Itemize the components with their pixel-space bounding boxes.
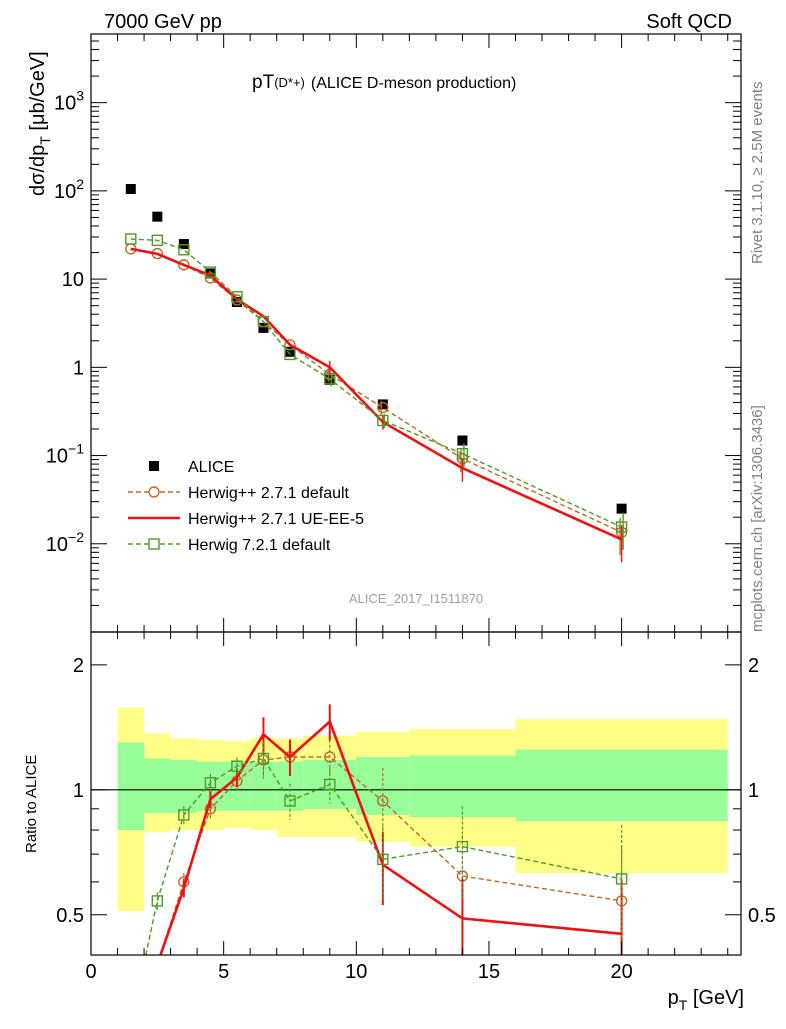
legend-marker-data: [149, 461, 159, 471]
alice-data-point: [377, 399, 388, 410]
series-marker-square: [615, 521, 628, 533]
x-axis-label: pT [GeV]: [668, 987, 744, 1013]
series-marker-square: [377, 414, 389, 427]
ratio-marker-square: [204, 777, 217, 789]
ratio-marker-square: [178, 809, 190, 821]
y-tick-label: 10: [62, 269, 84, 291]
x-tick-label: 5: [218, 961, 229, 983]
ratio-marker-square: [231, 760, 243, 772]
y-tick-label: 103: [54, 88, 84, 115]
ratio-marker-square: [257, 752, 270, 765]
ratio-band-green: [515, 749, 728, 822]
main-plot-layer: [125, 184, 628, 563]
series-marker-square: [125, 233, 137, 245]
legend: ALICE Herwig++ 2.7.1 default Herwig++ 2.7.…: [128, 459, 364, 554]
axes-layer: 0 5 10 15 20 10−2 10−1 1 10 102 103 0.5 0.5 1 1 2 2: [46, 33, 776, 983]
series-marker-square: [204, 266, 217, 278]
header-right-label: Soft QCD: [646, 11, 732, 33]
legend-label: Herwig++ 2.7.1 default: [188, 485, 350, 502]
legend-label: Herwig++ 2.7.1 UE-EE-5: [188, 511, 364, 528]
alice-data-point: [258, 322, 269, 333]
main-ylabel: dσ/dpT [μb/GeV]: [27, 51, 53, 196]
alice-data-point: [152, 211, 163, 222]
ratio-series-group: [145, 704, 628, 969]
ratio-frame: [90, 631, 742, 956]
series-marker-square: [151, 234, 164, 247]
ratio-marker-circle: [152, 959, 162, 969]
alice-data-point: [125, 184, 136, 195]
series-marker-square: [178, 244, 190, 256]
series-marker-circle: [178, 259, 190, 271]
series-marker-square: [231, 291, 243, 303]
y-tick-label: 10−2: [46, 529, 84, 556]
series-marker-square: [284, 348, 296, 361]
ratio-marker-square: [456, 840, 469, 853]
y-tick-label: 10−1: [46, 441, 84, 468]
ratio-y-tick-label-left: 1: [73, 780, 84, 802]
ratio-y-tick-label-right: 1: [748, 780, 759, 802]
x-tick-label: 0: [85, 961, 96, 983]
y-tick-label: 102: [54, 176, 84, 203]
ratio-plot-layer: [91, 704, 741, 969]
ratio-marker-square: [284, 795, 296, 807]
title-main: pT: [252, 72, 275, 93]
x-tick-label: 20: [610, 961, 632, 983]
legend-label: ALICE: [188, 459, 234, 476]
main-ylabel-text: dσ/dpT [μb/GeV]: [27, 51, 53, 196]
alice-data-point: [457, 435, 468, 446]
legend-marker-circle: [148, 486, 160, 498]
series-line-3: [130, 238, 622, 528]
header-left-label: 7000 GeV pp: [104, 11, 222, 33]
mcplots-source-label: mcplots.cern.ch [arXiv:1306.3436]: [749, 405, 766, 632]
legend-label: Herwig 7.2.1 default: [188, 537, 331, 554]
rivet-version-label: Rivet 3.1.10, ≥ 2.5M events: [749, 82, 766, 265]
ratio-y-tick-label-left: 2: [73, 655, 84, 677]
ratio-marker-circle: [324, 751, 336, 763]
ratio-marker-square: [151, 895, 164, 907]
series-marker-square: [456, 447, 469, 460]
main-series-group: [125, 184, 628, 563]
alice-data-point: [178, 238, 189, 249]
alice-data-point: [616, 503, 627, 514]
y-tick-label: 1: [73, 357, 84, 379]
ratio-marker-square: [324, 778, 336, 791]
ratio-marker-circle: [377, 795, 389, 807]
ratio-band-green: [117, 742, 145, 831]
ratio-line-2: [145, 757, 622, 955]
ratio-marker-square: [615, 873, 628, 885]
alice-data-point: [284, 346, 295, 357]
title-small: (D*+): [274, 75, 305, 90]
ratio-marker-square: [377, 853, 389, 866]
x-tick-label: 10: [345, 961, 367, 983]
legend-marker-square: [148, 538, 160, 550]
series-marker-square: [324, 373, 336, 385]
title-rest: (ALICE D-meson production): [311, 75, 516, 92]
x-tick-label: 15: [478, 961, 500, 983]
ratio-ylabel: Ratio to ALICE: [23, 755, 40, 853]
main-title: pT(D*+) (ALICE D-meson production): [252, 72, 516, 93]
ratio-y-tick-label-right: 2: [748, 655, 759, 677]
analysis-watermark: ALICE_2017_I1511870: [349, 591, 483, 606]
series-marker-circle: [377, 401, 389, 414]
ratio-y-tick-label-left: 0.5: [56, 905, 84, 927]
series-marker-square: [257, 315, 270, 328]
ratio-band-green: [144, 758, 171, 813]
ratio-band-green: [170, 759, 198, 813]
ratio-y-tick-label-right: 0.5: [748, 905, 776, 927]
